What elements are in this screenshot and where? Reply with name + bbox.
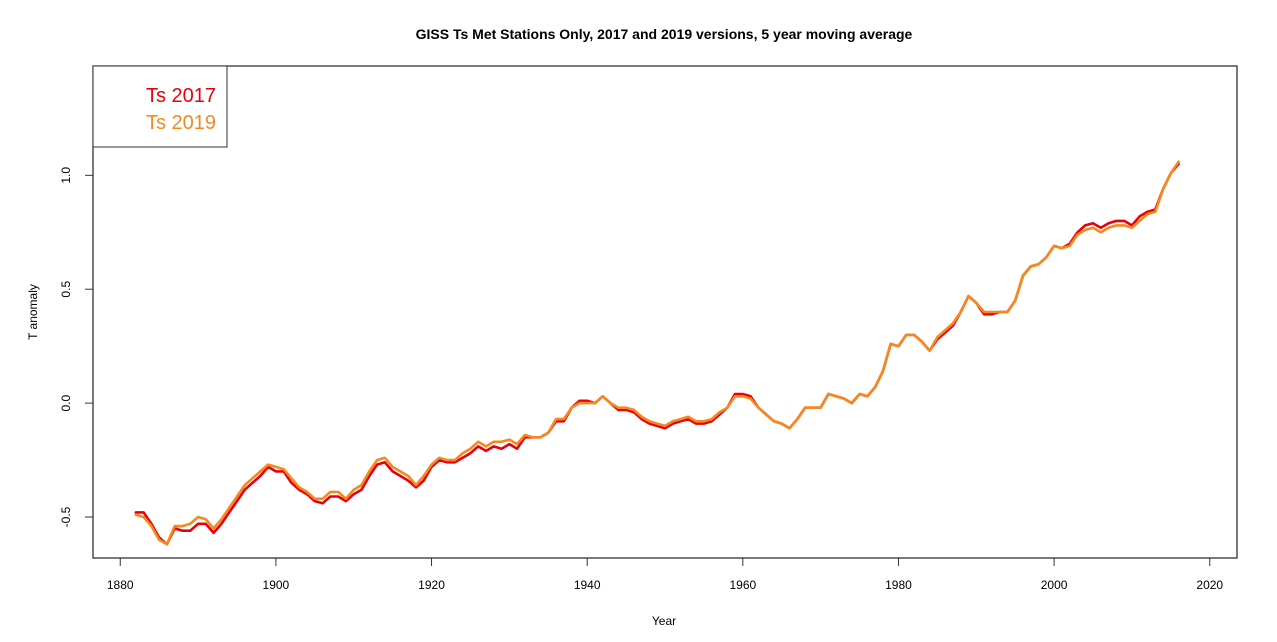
legend-entry-ts-2019: Ts 2019 [146,112,216,134]
series-layer [134,160,1180,546]
legend-box [92,65,228,148]
x-tick-label-1880: 1880 [107,578,134,592]
x-tick-label-1940: 1940 [574,578,601,592]
x-tick-label-1960: 1960 [729,578,756,592]
y-axis-label: T anomaly [26,284,40,340]
x-tick-label-1920: 1920 [418,578,445,592]
plot-area-frame [92,65,1238,559]
y-axis: -0.5 0.0 0.5 1.0 [59,167,93,527]
legend: Ts 2017 Ts 2019 [92,65,228,148]
x-axis: 1880 1900 1920 1940 1960 1980 2000 2020 [107,558,1223,592]
x-tick-label-2020: 2020 [1196,578,1223,592]
legend-entry-ts-2017: Ts 2017 [146,85,216,107]
x-tick-label-2000: 2000 [1041,578,1068,592]
y-tick-label-0.5: 0.5 [59,281,73,298]
y-tick-label--0.5: -0.5 [59,506,73,527]
x-tick-label-1980: 1980 [885,578,912,592]
series-line-ts-2019 [134,160,1180,546]
x-axis-label: Year [652,614,676,628]
y-tick-label-1.0: 1.0 [59,167,73,184]
x-tick-label-1900: 1900 [263,578,290,592]
y-tick-label-0.0: 0.0 [59,394,73,411]
chart-title: GISS Ts Met Stations Only, 2017 and 2019… [416,26,913,42]
